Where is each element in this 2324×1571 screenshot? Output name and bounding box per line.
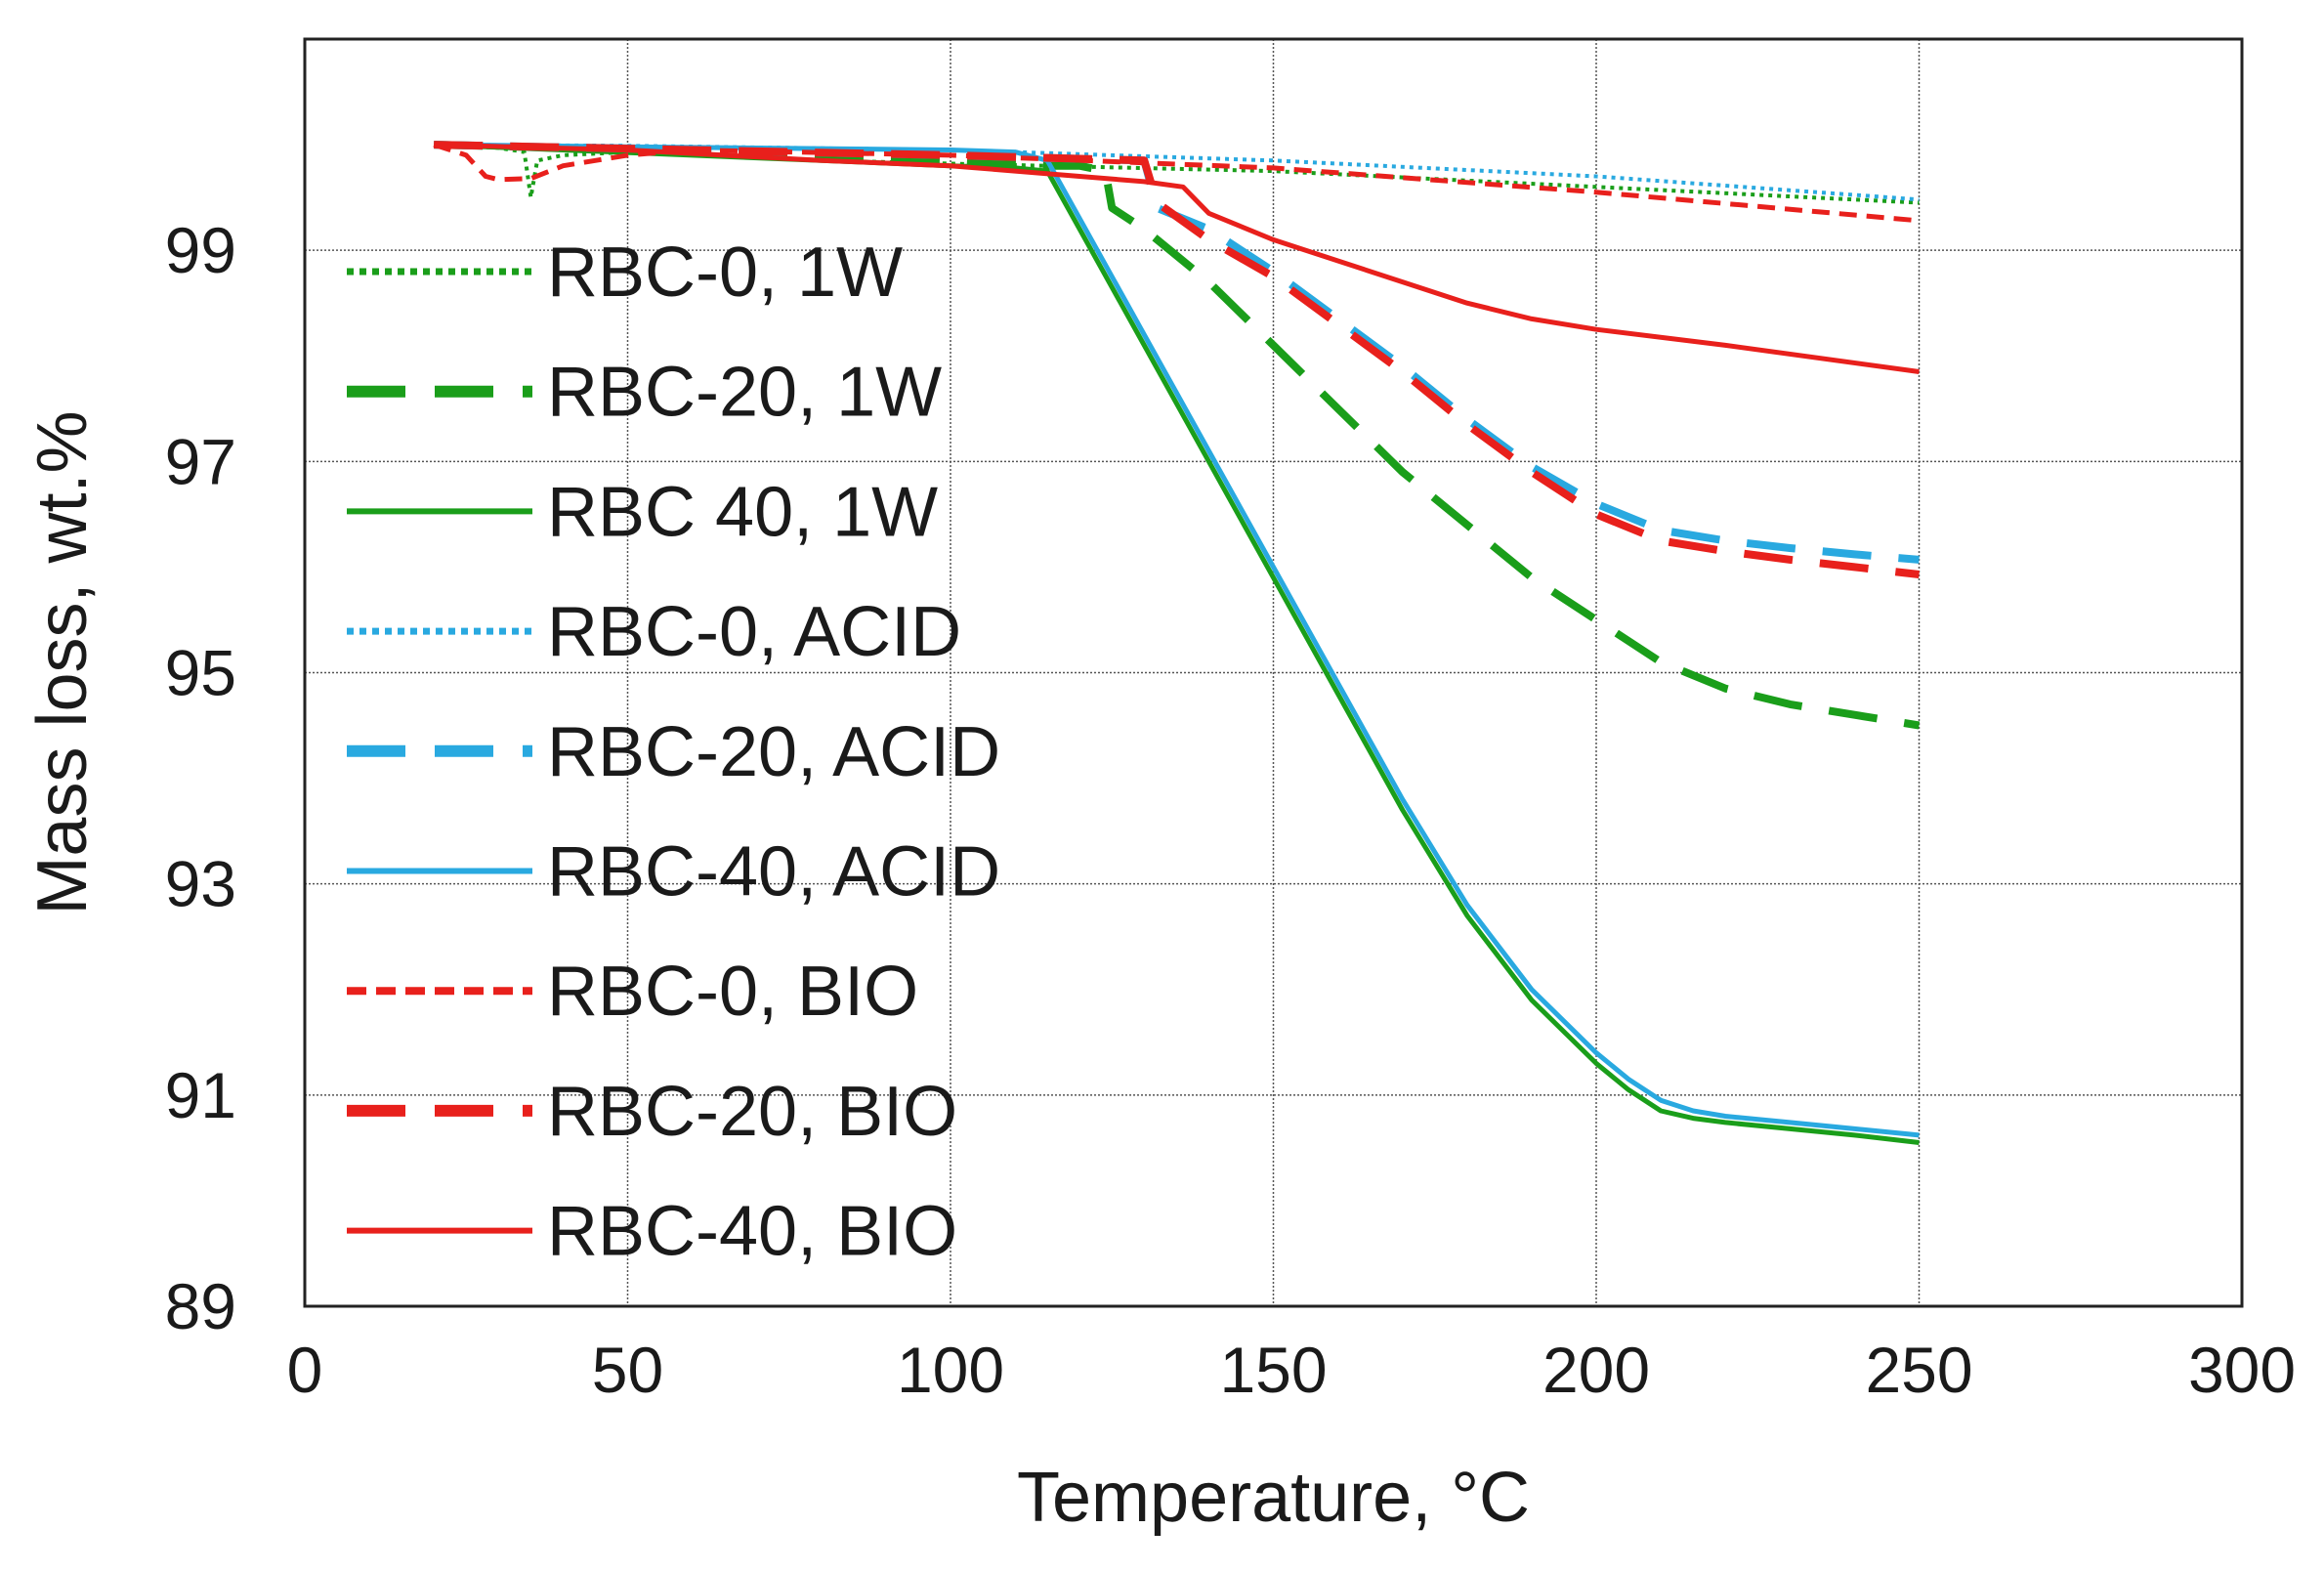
plot-frame <box>303 37 2244 1308</box>
legend-label: RBC-20, ACID <box>547 713 1000 791</box>
legend-label: RBC-40, BIO <box>547 1193 957 1271</box>
tick-layer: 0 50 100 150 200 250 300 89 91 93 95 97 99 <box>165 214 2296 1406</box>
x-axis-title: Temperature, °C <box>1017 1459 1530 1537</box>
y-tick-label: 95 <box>165 637 236 709</box>
y-tick-label: 91 <box>165 1059 236 1131</box>
y-axis-title: Mass loss, wt.% <box>23 410 102 914</box>
x-tick-label: 50 <box>592 1334 663 1406</box>
x-tick-label: 100 <box>897 1334 1004 1406</box>
legend-label: RBC-0, 1W <box>547 234 903 312</box>
legend: RBC-0, 1W RBC-20, 1W RBC 40, 1W RBC-0, ACID… <box>347 234 1000 1271</box>
grid <box>305 39 2242 1306</box>
series-line-9 <box>434 142 1920 374</box>
legend-label: RBC-20, BIO <box>547 1073 957 1151</box>
series-line-8 <box>434 141 1920 578</box>
x-tick-label: 250 <box>1865 1334 1972 1406</box>
legend-label: RBC-0, BIO <box>547 953 918 1031</box>
y-tick-label: 93 <box>165 848 236 920</box>
legend-label: RBC-0, ACID <box>547 593 961 671</box>
legend-label: RBC 40, 1W <box>547 473 938 551</box>
x-tick-label: 150 <box>1219 1334 1327 1406</box>
series-line-7 <box>433 142 1920 224</box>
x-tick-label: 300 <box>2188 1334 2296 1406</box>
x-tick-label: 200 <box>1542 1334 1650 1406</box>
legend-label: RBC-40, ACID <box>547 833 1000 912</box>
y-tick-label: 99 <box>165 214 236 286</box>
x-tick-label: 0 <box>287 1334 323 1406</box>
series-line-2 <box>434 141 1921 730</box>
y-tick-label: 97 <box>165 425 236 497</box>
y-tick-label: 89 <box>165 1270 236 1342</box>
series-layer <box>433 141 1921 1145</box>
legend-label: RBC-20, 1W <box>547 354 942 432</box>
series-line-6 <box>434 142 1920 1138</box>
